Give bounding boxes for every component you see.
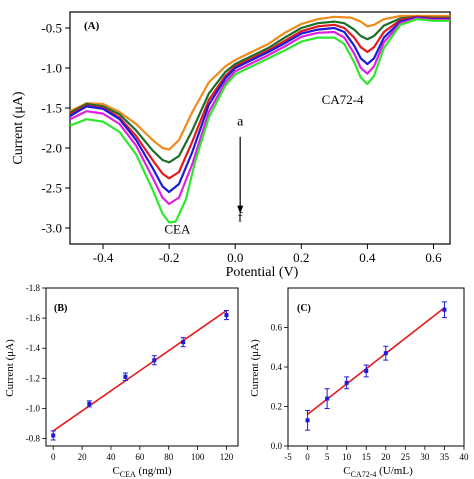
- panel-b-y-tick-label: -1.0: [26, 403, 41, 413]
- panel-c-data-point: [364, 368, 369, 373]
- panel-b-frame: [45, 287, 239, 447]
- arrow-start-label: a: [237, 115, 244, 130]
- panel-b-data-point: [224, 313, 229, 318]
- panel-c-x-label-sub: CA72-4: [351, 470, 377, 479]
- panel-c-x-axis-label: CCA72-4 (U/mL): [343, 465, 413, 479]
- panel-c-y-tick-label: 0.0: [271, 441, 283, 451]
- panel-c-data-point: [442, 307, 447, 312]
- trend-arrow-head: [237, 205, 244, 214]
- panel-c-x-tick-label: 30: [420, 452, 430, 462]
- panel-c-y-axis-label: Current (μA): [249, 339, 261, 397]
- panel-c-frame: [287, 287, 465, 447]
- panel-b-x-tick-label: 60: [135, 452, 145, 462]
- voltammogram-curve-6: [69, 18, 450, 224]
- panel-b-data-point: [123, 374, 128, 379]
- panel-b-y-tick-label: -0.8: [26, 433, 41, 443]
- panel-b-x-axis-label: CCEA (ng/ml): [112, 465, 171, 479]
- panel-c-fit-line: [307, 307, 445, 416]
- panel-c-x-ticks: -5 0 5 10 15 20 25 30 35 40: [284, 446, 469, 462]
- panel-a-y-tick-label: -0.5: [41, 21, 62, 36]
- panel-b-fit-line: [52, 309, 227, 432]
- panel-c-data-point: [344, 380, 349, 385]
- panel-c-x-label-main: C: [343, 465, 350, 477]
- voltammogram-curve-3: [69, 15, 450, 180]
- panel-b-x-label-main: C: [112, 465, 119, 477]
- panel-c-plot: [305, 301, 447, 431]
- panel-a-y-tick-label: -1.5: [41, 101, 62, 116]
- voltammogram-curve-4: [69, 16, 450, 194]
- panel-c-y-ticks: 0.0 0.2 0.4 0.6: [271, 323, 288, 451]
- panel-b-y-tick-label: -1.4: [26, 343, 41, 353]
- panel-c-data-point: [325, 396, 330, 401]
- panel-c-x-tick-label: 40: [460, 452, 470, 462]
- panel-c-x-tick-label: 0: [305, 452, 310, 462]
- panel-b-x-ticks: 0 20 40 60 80 100 120: [51, 446, 234, 462]
- panel-b-y-axis-label: Current (μA): [4, 339, 16, 397]
- panel-b-data-point: [87, 401, 92, 406]
- panel-a-x-tick-label: -0.2: [159, 250, 180, 265]
- panel-a-x-ticks: -0.4 -0.2 0.0 0.2 0.4 0.6: [93, 244, 442, 265]
- cea-peak-label: CEA: [164, 222, 191, 237]
- panel-b-x-tick-label: 80: [164, 452, 174, 462]
- voltammogram-curve-1: [69, 14, 450, 151]
- arrow-end-label: f: [238, 211, 243, 226]
- panel-b: (B) 0 20 40 60 80 100 120 -0.8 -1.0 -1.2 -1.4 -1.6…: [4, 283, 239, 479]
- panel-a-label: (A): [84, 20, 100, 32]
- panel-c-x-label-unit: (U/mL): [376, 465, 413, 477]
- panel-b-data-point: [51, 433, 56, 438]
- panel-c-x-tick-label: 10: [342, 452, 352, 462]
- panel-c-y-tick-label: 0.4: [271, 362, 283, 372]
- panel-b-y-tick-label: -1.2: [26, 373, 40, 383]
- panel-a-y-tick-label: -2.5: [41, 181, 62, 196]
- panel-a-y-tick-label: -1.0: [41, 61, 62, 76]
- panel-a-x-tick-label: -0.4: [93, 250, 114, 265]
- panel-c-x-tick-label: 35: [440, 452, 450, 462]
- panel-b-x-tick-label: 100: [191, 452, 205, 462]
- panel-b-data-point: [181, 340, 186, 345]
- panel-a-x-tick-label: 0.4: [359, 250, 376, 265]
- panel-b-x-tick-label: 0: [51, 452, 56, 462]
- panel-b-x-label-unit: (ng/ml): [136, 465, 172, 477]
- panel-a-x-tick-label: 0.2: [293, 250, 309, 265]
- panel-b-data-point: [152, 358, 157, 363]
- panel-c-data-point: [383, 351, 388, 356]
- panel-c-x-tick-label: 20: [381, 452, 391, 462]
- panel-a-x-tick-label: 0.0: [227, 250, 243, 265]
- panel-b-x-tick-label: 20: [78, 452, 88, 462]
- panel-a-y-tick-label: -2.0: [41, 141, 62, 156]
- panel-c: (C) -5 0 5 10 15 20 25 30 35 40 0.0 0.2 0.4 0.6 CCA7…: [249, 287, 469, 479]
- panel-c-y-tick-label: 0.2: [271, 402, 282, 412]
- panel-b-x-label-sub: CEA: [120, 470, 136, 479]
- panel-b-label: (B): [54, 303, 67, 314]
- panel-c-y-tick-label: 0.6: [271, 323, 283, 333]
- panel-c-x-tick-label: 5: [325, 452, 330, 462]
- panel-b-y-tick-label: -1.8: [26, 283, 41, 293]
- panel-c-label: (C): [297, 303, 311, 314]
- panel-b-y-tick-label: -1.6: [26, 313, 41, 323]
- panel-a-y-ticks: -3.0 -2.5 -2.0 -1.5 -1.0 -0.5: [41, 21, 70, 236]
- panel-a-y-axis-label: Current (μA): [11, 91, 26, 165]
- panel-a-y-tick-label: -3.0: [41, 221, 62, 236]
- panel-a-series-group: [69, 14, 450, 224]
- panel-c-x-tick-label: 25: [401, 452, 411, 462]
- panel-a-x-axis-label: Potential (V): [226, 265, 299, 280]
- panel-c-x-tick-label: -5: [284, 452, 292, 462]
- panel-c-data-point: [305, 418, 310, 423]
- panel-b-plot: [50, 309, 229, 441]
- panel-b-x-tick-label: 40: [106, 452, 116, 462]
- panel-c-x-tick-label: 15: [362, 452, 372, 462]
- panel-a-frame: [69, 11, 451, 245]
- ca72-4-peak-label: CA72-4: [322, 92, 364, 107]
- panel-b-x-tick-label: 120: [220, 452, 234, 462]
- voltammogram-curve-5: [69, 17, 450, 206]
- voltammogram-curve-2: [69, 15, 450, 164]
- panel-b-y-ticks: -0.8 -1.0 -1.2 -1.4 -1.6 -1.8: [26, 283, 46, 443]
- panel-a-x-tick-label: 0.6: [425, 250, 442, 265]
- panel-a: (A) -0.4 -0.2 0.0 0.2 0.4 0.6 -3.0 -2.5 -2.0 -1.…: [11, 11, 451, 280]
